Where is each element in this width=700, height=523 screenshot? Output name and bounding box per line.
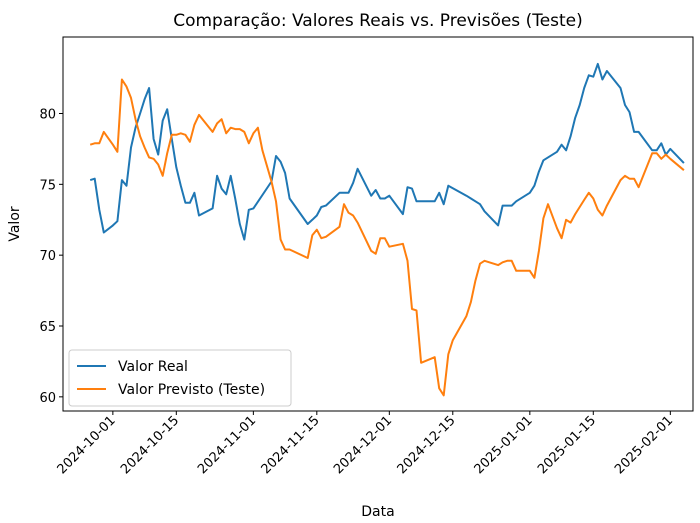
legend: Valor Real Valor Previsto (Teste) bbox=[68, 349, 292, 407]
x-tick-label: 2024-10-01 bbox=[55, 413, 119, 477]
x-tick-label: 2024-10-15 bbox=[118, 413, 182, 477]
x-tick-label: 2025-02-01 bbox=[612, 413, 676, 477]
x-tick-label: 2024-11-15 bbox=[259, 413, 323, 477]
x-tick-label: 2025-01-01 bbox=[472, 413, 536, 477]
legend-label-valor-previsto: Valor Previsto (Teste) bbox=[118, 382, 265, 398]
y-tick-label: 60 bbox=[39, 391, 56, 406]
x-tick-label: 2024-12-15 bbox=[395, 413, 459, 477]
legend-label-valor-real: Valor Real bbox=[118, 359, 188, 375]
x-tick-label: 2025-01-15 bbox=[535, 413, 599, 477]
series-line-valor-previsto-teste bbox=[89, 78, 685, 397]
x-tick-label: 2024-11-01 bbox=[195, 413, 259, 477]
x-tick-label: 2024-12-01 bbox=[331, 413, 395, 477]
chart-title: Comparação: Valores Reais vs. Previsões … bbox=[173, 11, 583, 31]
y-tick-label: 65 bbox=[39, 320, 56, 335]
plot-area bbox=[89, 62, 685, 397]
legend-box bbox=[68, 349, 292, 407]
y-tick-label: 80 bbox=[39, 108, 56, 123]
y-tick-label: 75 bbox=[39, 178, 56, 193]
y-tick-label: 70 bbox=[39, 249, 56, 264]
y-axis: 60 65 70 75 80 bbox=[39, 108, 63, 406]
plot-frame bbox=[62, 36, 694, 412]
series-line-valor-real bbox=[89, 62, 685, 241]
y-axis-label: Valor bbox=[7, 206, 23, 242]
x-axis-label: Data bbox=[361, 504, 394, 520]
x-axis: 2024-10-01 2024-10-15 2024-11-01 2024-11-15… bbox=[55, 411, 676, 477]
